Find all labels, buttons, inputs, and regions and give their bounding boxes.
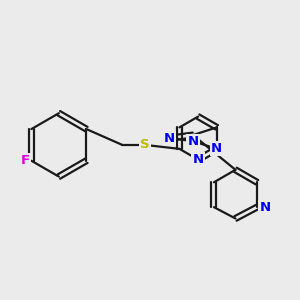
Text: F: F [21, 154, 30, 167]
Text: S: S [140, 138, 150, 152]
Text: N: N [211, 142, 222, 155]
Text: N: N [164, 132, 175, 145]
Text: N: N [259, 201, 271, 214]
Text: N: N [193, 153, 204, 166]
Text: N: N [188, 135, 199, 148]
